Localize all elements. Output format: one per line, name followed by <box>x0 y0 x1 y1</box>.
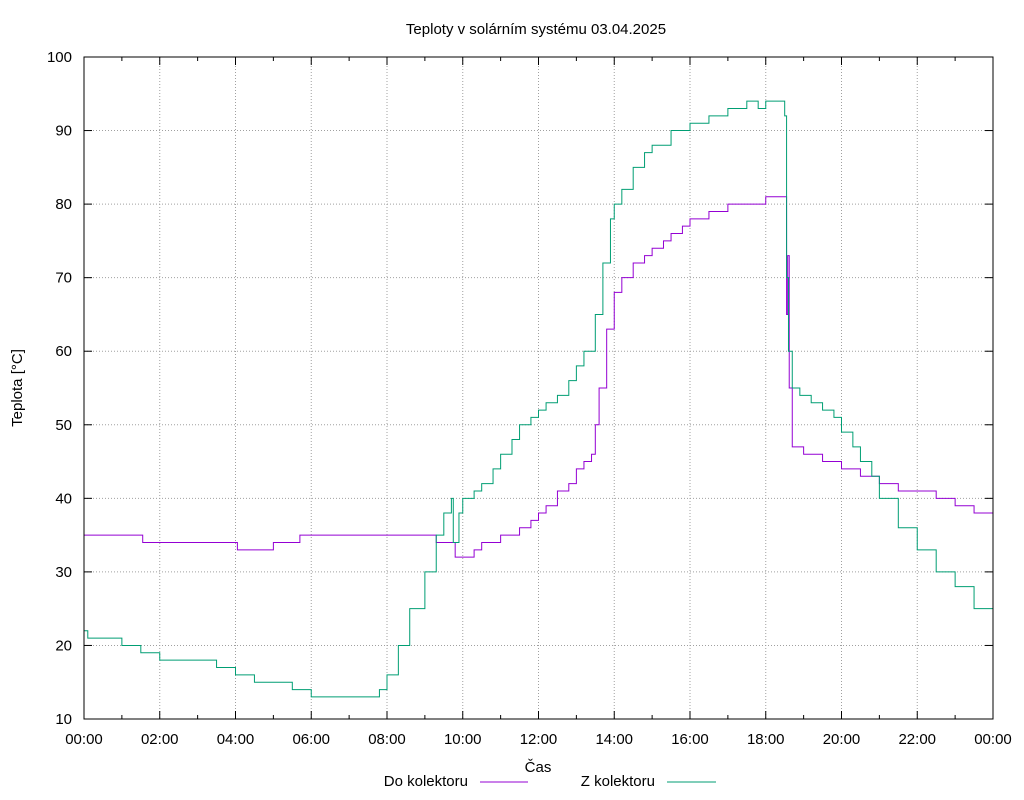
y-tick-label: 20 <box>55 637 72 654</box>
legend-item-do-kolektoru: Do kolektoru <box>384 773 528 790</box>
chart-title: Teploty v solárním systému 03.04.2025 <box>406 21 666 38</box>
x-tick-label: 18:00 <box>747 731 785 748</box>
x-tick-label: 12:00 <box>520 731 558 748</box>
y-tick-label: 60 <box>55 343 72 360</box>
x-tick-label: 06:00 <box>292 731 330 748</box>
y-axis-label: Teplota [°C] <box>9 349 26 427</box>
y-tick-label: 10 <box>55 711 72 728</box>
legend: Do kolektoru Z kolektoru <box>384 773 716 790</box>
axis-ticks <box>83 56 994 720</box>
series-line-do-kolektoru <box>84 196 994 558</box>
legend-item-z-kolektoru: Z kolektoru <box>581 773 716 790</box>
y-tick-label: 30 <box>55 564 72 581</box>
legend-label-z-kolektoru: Z kolektoru <box>581 773 655 790</box>
series-line-z-kolektoru <box>84 100 994 698</box>
legend-label-do-kolektoru: Do kolektoru <box>384 773 468 790</box>
x-axis-tick-labels: 00:00 02:00 04:00 06:00 08:00 10:00 12:00 14:00… <box>65 731 1012 748</box>
x-tick-label: 22:00 <box>898 731 936 748</box>
x-tick-label: 00:00 <box>65 731 103 748</box>
y-tick-label: 80 <box>55 196 72 213</box>
x-tick-label: 20:00 <box>823 731 861 748</box>
y-tick-label: 100 <box>47 49 72 66</box>
x-axis-label: Čas <box>525 759 552 776</box>
y-tick-label: 50 <box>55 417 72 434</box>
data-series <box>84 100 994 698</box>
y-axis-tick-labels: 10 20 30 40 50 60 70 80 90 100 <box>47 49 72 728</box>
grid-lines <box>84 57 993 719</box>
x-tick-label: 16:00 <box>671 731 709 748</box>
x-tick-label: 10:00 <box>444 731 482 748</box>
x-tick-label: 04:00 <box>217 731 255 748</box>
x-tick-label: 02:00 <box>141 731 179 748</box>
x-tick-label: 14:00 <box>595 731 633 748</box>
y-tick-label: 70 <box>55 270 72 287</box>
y-tick-label: 40 <box>55 490 72 507</box>
x-tick-label: 08:00 <box>368 731 406 748</box>
x-tick-label: 00:00 <box>974 731 1012 748</box>
y-tick-label: 90 <box>55 123 72 140</box>
